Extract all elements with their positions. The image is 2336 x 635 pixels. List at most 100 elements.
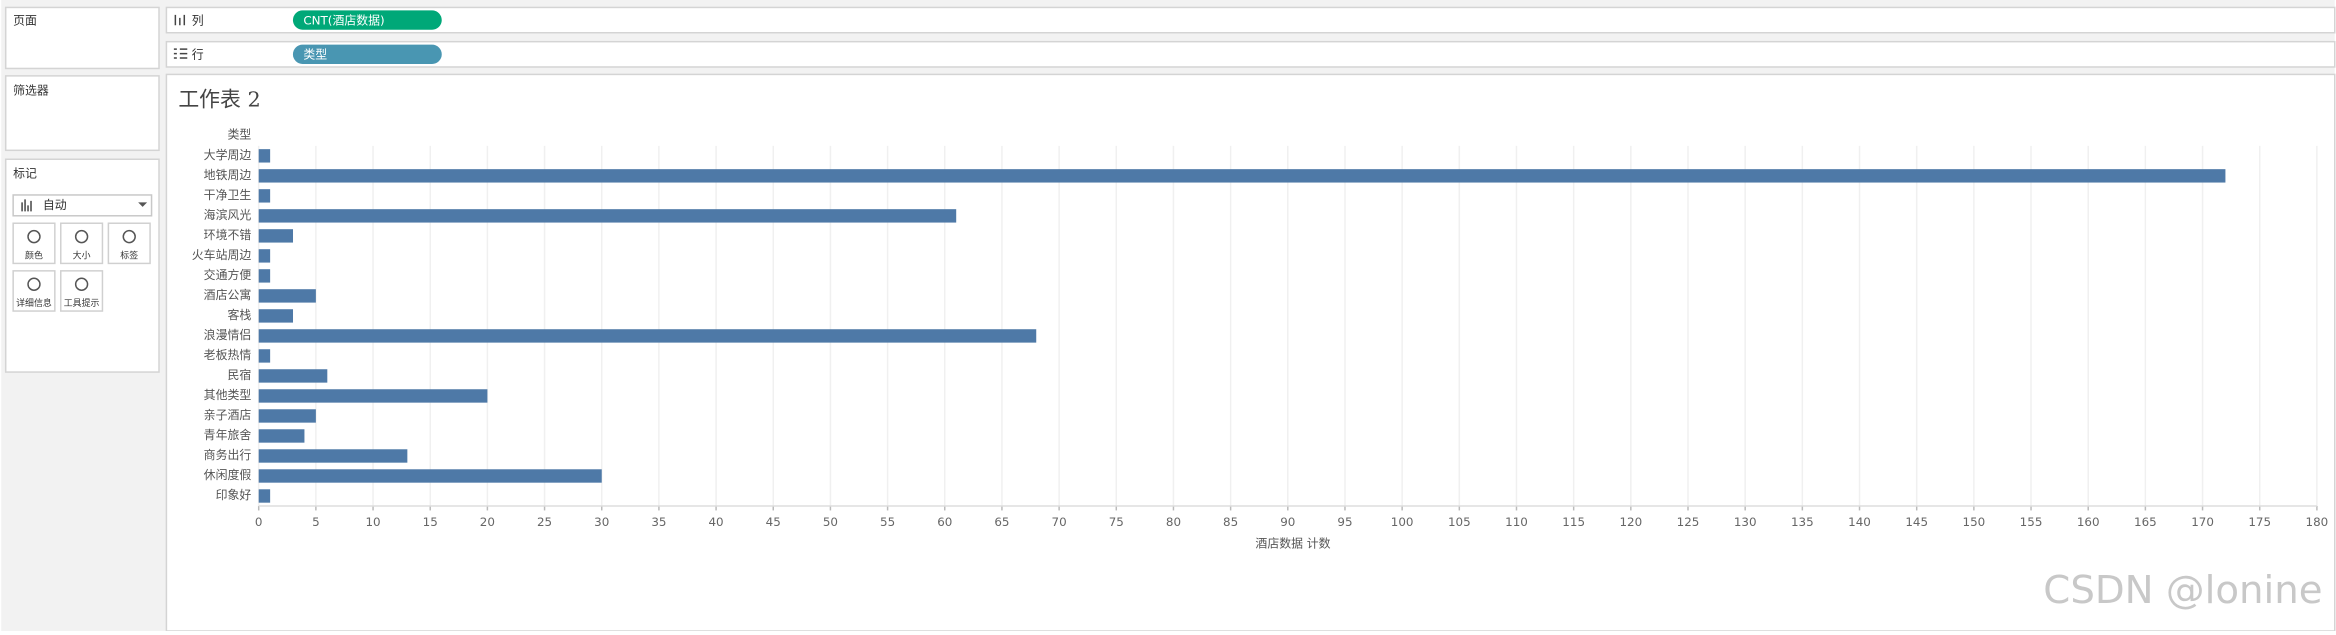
mark-button-icon	[27, 277, 41, 291]
x-tick-label: 90	[1280, 515, 1295, 529]
category-label: 休闲度假	[204, 468, 252, 482]
x-tick-label: 110	[1505, 515, 1528, 529]
sheet-title: 工作表 2	[178, 88, 260, 112]
rows-pill[interactable]	[292, 44, 442, 64]
x-tick-label: 150	[1963, 515, 1986, 529]
x-tick-label: 100	[1391, 515, 1414, 529]
columns-pill-text: CNT(酒店数据)	[303, 13, 384, 27]
x-tick-label: 60	[937, 515, 952, 529]
bar	[258, 149, 271, 163]
x-tick-label: 65	[994, 515, 1009, 529]
x-tick-label: 20	[480, 515, 495, 529]
worksheet	[165, 73, 2336, 632]
category-label: 酒店公寓	[204, 288, 252, 302]
y-header: 类型	[227, 127, 251, 141]
category-label: 亲子酒店	[204, 408, 252, 422]
category-label: 交通方便	[204, 268, 252, 282]
x-tick-label: 5	[312, 515, 320, 529]
bar	[258, 449, 408, 463]
category-label: 老板热情	[204, 348, 252, 362]
filters-card	[4, 75, 160, 152]
bar	[258, 409, 316, 423]
x-tick-label: 155	[2020, 515, 2043, 529]
category-label: 其他类型	[204, 388, 252, 402]
mark-type: 自动	[43, 198, 67, 212]
x-tick-label: 145	[1905, 515, 1928, 529]
category-label: 火车站周边	[192, 248, 252, 262]
mark-button-label: 大小	[73, 249, 91, 261]
marks-label: 标记	[13, 167, 37, 181]
filters-label: 筛选器	[13, 83, 49, 97]
x-tick-label: 85	[1223, 515, 1238, 529]
x-tick-label: 95	[1337, 515, 1352, 529]
x-tick-label: 50	[823, 515, 838, 529]
x-tick-label: 125	[1677, 515, 1700, 529]
bar	[258, 249, 271, 263]
x-tick-label: 80	[1166, 515, 1181, 529]
columns-shelf	[165, 6, 2336, 34]
mark-button-label: 标签	[120, 249, 138, 261]
x-tick-label: 45	[766, 515, 781, 529]
x-tick-label: 160	[2077, 515, 2100, 529]
bar	[258, 289, 316, 303]
category-label: 客栈	[227, 308, 251, 322]
x-tick-label: 165	[2134, 515, 2157, 529]
x-tick-label: 25	[537, 515, 552, 529]
x-tick-label: 40	[709, 515, 724, 529]
columns-pill[interactable]	[292, 10, 442, 30]
bar-icon	[21, 199, 32, 212]
category-label: 大学周边	[204, 148, 252, 162]
x-tick-label: 75	[1109, 515, 1124, 529]
mark-type-dropdown[interactable]	[12, 194, 153, 217]
bar	[258, 429, 305, 443]
rows-label: 行	[192, 48, 204, 62]
x-tick-label: 115	[1562, 515, 1585, 529]
x-axis-label: 酒店数据 计数	[1255, 537, 1330, 551]
columns-icon	[174, 14, 186, 26]
x-tick-label: 10	[365, 515, 380, 529]
x-tick-label: 70	[1052, 515, 1067, 529]
pages-label: 页面	[13, 13, 37, 27]
x-tick-label: 0	[255, 515, 263, 529]
x-tick-label: 135	[1791, 515, 1814, 529]
dropdown-arrow	[138, 202, 148, 207]
pages-card	[4, 6, 160, 70]
bar	[258, 229, 294, 243]
bar	[258, 169, 2226, 183]
category-label: 青年旅舍	[204, 428, 252, 442]
category-label: 环境不错	[204, 228, 252, 242]
category-label: 浪漫情侣	[204, 328, 252, 342]
mark-button-label: 颜色	[25, 249, 43, 261]
bar	[258, 309, 294, 323]
bar	[258, 269, 271, 283]
x-tick-label: 170	[2191, 515, 2214, 529]
rows-shelf	[165, 40, 2336, 68]
marks-card	[4, 158, 160, 373]
mark-button-icon	[122, 229, 136, 244]
bar	[258, 349, 271, 363]
x-tick-label: 140	[1848, 515, 1871, 529]
mark-button-icon	[74, 229, 89, 244]
mark-button-label: 详细信息	[16, 297, 52, 309]
x-tick-label: 120	[1619, 515, 1642, 529]
bar	[258, 209, 957, 223]
x-tick-label: 130	[1734, 515, 1757, 529]
bar	[258, 369, 328, 383]
category-label: 民宿	[227, 368, 251, 382]
x-tick-label: 175	[2248, 515, 2271, 529]
watermark: CSDN @lonine	[2043, 568, 2322, 613]
rows-pill-text: 类型	[303, 48, 327, 62]
category-label: 印象好	[216, 488, 252, 502]
x-tick-label: 180	[2306, 515, 2329, 529]
mark-button-label: 工具提示	[64, 298, 100, 309]
category-label: 地铁周边	[204, 168, 252, 182]
x-tick-label: 105	[1448, 515, 1471, 529]
bar	[258, 489, 271, 503]
rows-icon	[173, 48, 188, 59]
bar	[258, 329, 1037, 343]
bar	[258, 469, 602, 483]
bar	[258, 189, 271, 203]
x-tick-label: 35	[651, 515, 666, 529]
bar	[258, 389, 488, 403]
